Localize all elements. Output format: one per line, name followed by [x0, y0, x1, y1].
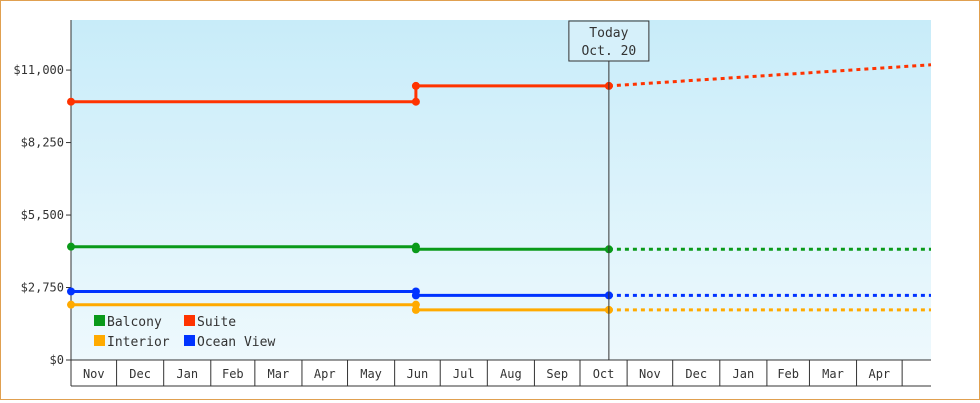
- y-tick-label: $2,750: [21, 281, 64, 295]
- legend-item: Ocean View: [184, 335, 275, 350]
- series-point: [411, 305, 420, 314]
- x-tick-label: Jun: [407, 367, 429, 381]
- series-line: [71, 84, 609, 104]
- x-tick-label: Dec: [685, 367, 707, 381]
- series-point: [67, 97, 75, 106]
- legend-label: Interior: [107, 335, 170, 350]
- series-point: [67, 300, 75, 309]
- legend-item: Balcony: [94, 315, 162, 330]
- x-tick-label: Aug: [500, 367, 522, 381]
- x-tick-label: Dec: [129, 367, 151, 381]
- today-date: Oct. 20: [581, 44, 636, 59]
- legend-swatch: [94, 315, 105, 326]
- x-tick-label: Nov: [83, 367, 105, 381]
- today-label-box: [568, 20, 650, 62]
- legend-swatch: [94, 335, 105, 346]
- series-point: [67, 242, 75, 251]
- x-tick-label: Sep: [546, 367, 568, 381]
- series-point: [411, 81, 420, 90]
- y-tick-label: $5,500: [21, 208, 64, 222]
- x-tick-label: Apr: [868, 367, 890, 381]
- x-tick-label: Feb: [777, 367, 799, 381]
- x-tick-label: Jan: [176, 367, 198, 381]
- y-tick-label: $0: [50, 353, 64, 367]
- legend-swatch: [184, 335, 195, 346]
- series-interior: [67, 300, 931, 314]
- legend-label: Suite: [197, 315, 236, 330]
- x-tick-label: Oct: [593, 367, 615, 381]
- series-suite: [67, 63, 932, 106]
- x-tick-label: Nov: [639, 367, 661, 381]
- legend-item: Interior: [94, 335, 170, 350]
- x-tick-label: Feb: [222, 367, 244, 381]
- series-point: [411, 245, 420, 254]
- legend-item: Suite: [184, 315, 236, 330]
- legend-label: Ocean View: [197, 335, 275, 350]
- x-tick-label: May: [360, 367, 382, 381]
- series-point: [411, 291, 420, 300]
- series-projection: [608, 63, 932, 88]
- series-point: [411, 97, 420, 106]
- x-tick-label: Mar: [822, 367, 844, 381]
- series-point: [67, 287, 75, 296]
- x-tick-label: Mar: [268, 367, 290, 381]
- y-tick-label: $11,000: [13, 63, 64, 77]
- legend-label: Balcony: [107, 315, 162, 330]
- x-tick-label: Apr: [314, 367, 336, 381]
- today-label: Today: [589, 26, 628, 41]
- y-tick-label: $8,250: [21, 136, 64, 150]
- legend-swatch: [184, 315, 195, 326]
- x-tick-label: Jan: [733, 367, 755, 381]
- x-tick-label: Jul: [453, 367, 475, 381]
